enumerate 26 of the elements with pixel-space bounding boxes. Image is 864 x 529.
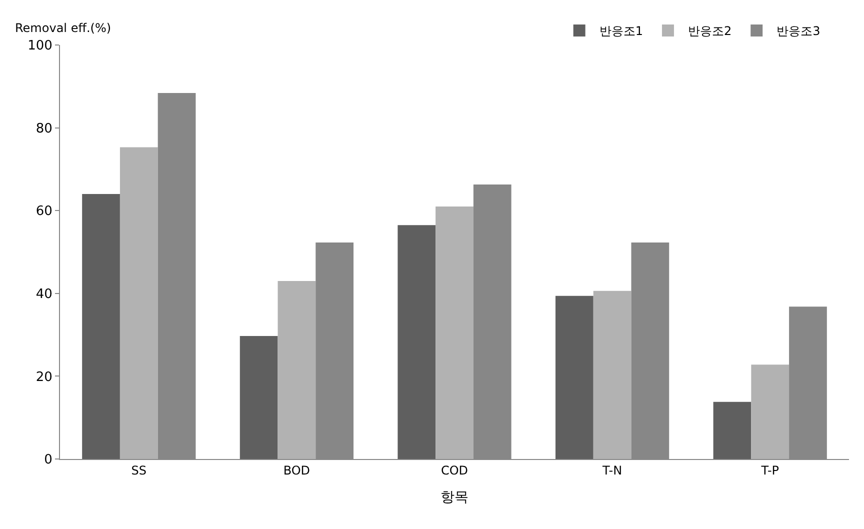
bar — [436, 206, 474, 459]
y-tick-label: 20 — [36, 370, 52, 385]
bar — [398, 225, 436, 459]
bar — [593, 290, 632, 459]
legend-label: 반응조1 — [599, 24, 643, 38]
y-tick-label: 60 — [36, 204, 52, 220]
x-tick-label: SS — [131, 463, 147, 478]
x-tick-label: T-N — [602, 463, 622, 478]
y-tick-label: 80 — [36, 121, 52, 136]
y-axis-title: Removal eff.(%) — [15, 21, 112, 35]
bar — [751, 364, 790, 459]
legend-label: 반응조2 — [688, 24, 732, 38]
bar — [555, 296, 594, 459]
legend-label: 반응조3 — [776, 24, 820, 38]
x-tick-label: COD — [440, 463, 468, 478]
x-axis-title: 항목 — [440, 490, 468, 506]
bar — [120, 147, 158, 459]
y-tick-label: 40 — [36, 286, 52, 302]
bar — [82, 194, 120, 459]
y-tick-label: 100 — [28, 38, 52, 54]
bar — [278, 280, 316, 459]
bar — [240, 336, 278, 459]
y-tick-label: 0 — [44, 452, 52, 468]
x-tick-label: T-P — [760, 463, 779, 478]
x-tick-label: BOD — [283, 463, 310, 478]
bar — [713, 402, 752, 459]
